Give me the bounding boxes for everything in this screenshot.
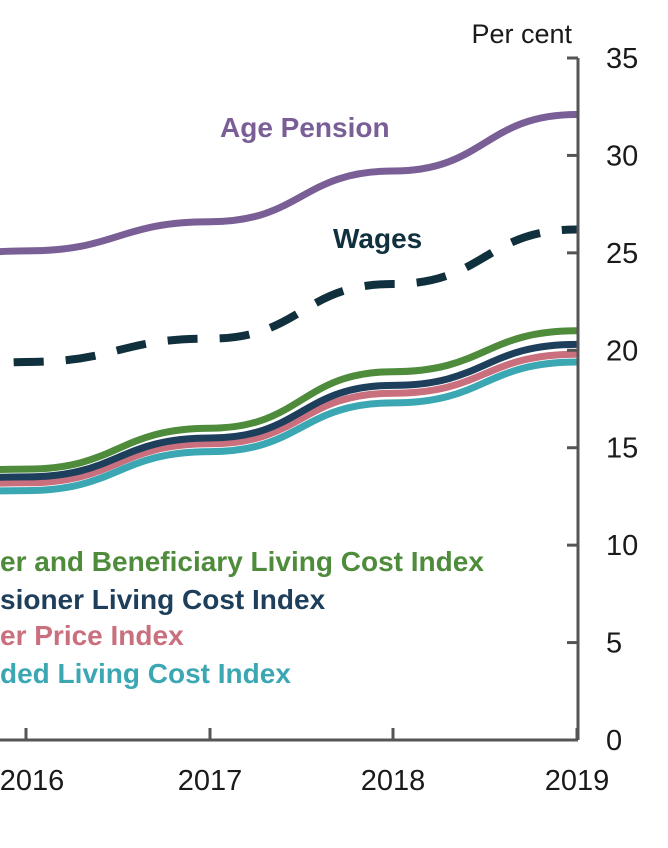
y-axis-unit-label: Per cent bbox=[471, 19, 572, 49]
series-line-pensioner-and-beneficiary-living-cost-index bbox=[0, 327, 578, 474]
series-label-consumer-price-index: er Price Index bbox=[0, 620, 184, 651]
x-tick-label-2018: 2018 bbox=[361, 765, 426, 797]
y-tick-label-0: 0 bbox=[606, 725, 622, 757]
y-tick-label-5: 5 bbox=[606, 628, 622, 660]
x-tick-layer: 2016 2017 2018 2019 bbox=[0, 728, 609, 797]
series-line-pensioner-living-cost-index bbox=[0, 340, 578, 481]
series-line-selected-living-cost-index bbox=[0, 358, 578, 495]
series-label-age-pension: Age Pension bbox=[220, 112, 390, 143]
y-tick-label-20: 20 bbox=[606, 335, 638, 367]
y-tick-label-25: 25 bbox=[606, 238, 638, 270]
y-tick-label-15: 15 bbox=[606, 433, 638, 465]
series-label-layer: Age Pension Wages er and Beneficiary Livin… bbox=[0, 112, 484, 689]
y-tick-label-10: 10 bbox=[606, 530, 638, 562]
series-line-consumer-price-index bbox=[0, 350, 578, 487]
y-tick-label-30: 30 bbox=[606, 140, 638, 172]
series-layer bbox=[0, 111, 578, 495]
x-tick-label-2016: 2016 bbox=[0, 765, 64, 797]
y-tick-layer: 0 5 10 15 20 25 30 35 bbox=[567, 43, 638, 757]
series-label-pensioner-and-beneficiary-living-cost-index: er and Beneficiary Living Cost Index bbox=[0, 546, 484, 577]
series-label-wages: Wages bbox=[333, 223, 422, 254]
axes-layer bbox=[0, 58, 580, 742]
y-tick-label-35: 35 bbox=[606, 43, 638, 75]
series-label-selected-living-cost-index: ded Living Cost Index bbox=[0, 658, 291, 689]
x-tick-label-2017: 2017 bbox=[178, 765, 243, 797]
series-line-age-pension bbox=[0, 111, 578, 256]
x-tick-label-2019: 2019 bbox=[545, 765, 610, 797]
series-label-pensioner-living-cost-index: sioner Living Cost Index bbox=[0, 584, 326, 615]
